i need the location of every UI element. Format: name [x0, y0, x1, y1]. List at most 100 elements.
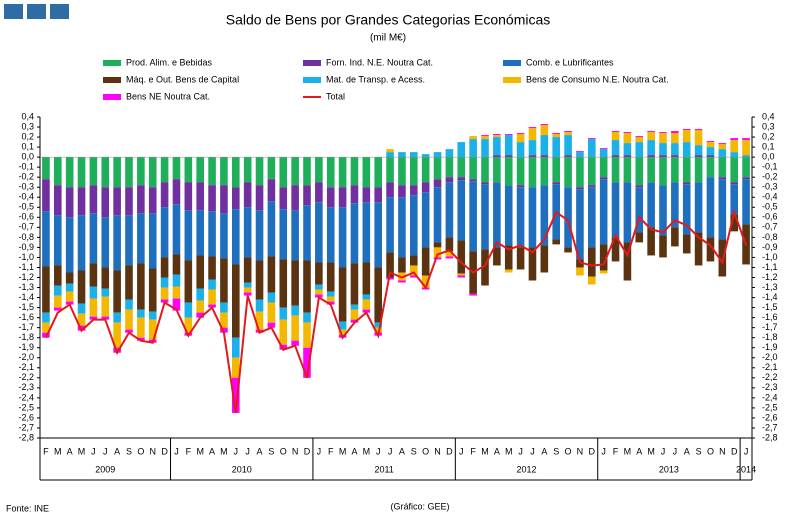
x-tick-label: J [744, 446, 749, 456]
bar-segment [588, 187, 596, 248]
bar-segment [659, 132, 667, 134]
x-tick-label: A [636, 446, 642, 456]
bar-segment [350, 319, 359, 323]
bar-segment [742, 157, 750, 178]
year-label: 2010 [232, 464, 252, 474]
y-tick-label: -0,4 [18, 192, 34, 202]
bar-segment [457, 273, 466, 276]
bar-segment [623, 182, 632, 243]
y2-tick-label: -1,2 [762, 272, 778, 282]
bar-segment [362, 157, 371, 188]
bar-segment [184, 157, 193, 183]
bar-segment [65, 283, 74, 292]
chart-title: Saldo de Bens por Grandes Categorias Eco… [226, 12, 551, 28]
bar-segment [137, 263, 145, 310]
x-tick-label: F [186, 446, 192, 456]
bar-segment [89, 263, 98, 287]
bar-segment [303, 322, 311, 348]
bar-segment [576, 189, 584, 260]
bar-segment [564, 155, 572, 158]
bar-segment [291, 157, 299, 186]
bar-segment [611, 140, 620, 156]
bar-segment [516, 134, 525, 143]
bar-segment [338, 267, 347, 322]
bar-segment [504, 155, 513, 158]
bar-segment [718, 149, 727, 158]
bar-segment [77, 215, 86, 271]
y2-tick-label: -1,8 [762, 332, 778, 342]
bar-segment [552, 157, 560, 183]
bar-segment [362, 309, 371, 313]
bar-segment [279, 344, 288, 350]
bar-segment [599, 157, 608, 178]
bar-segment [326, 296, 335, 302]
y-tick-label: -2,1 [18, 362, 34, 372]
bar-segment [706, 237, 715, 262]
x-tick-label: J [459, 446, 464, 456]
x-tick-label: F [328, 446, 334, 456]
bar-segment [421, 247, 430, 276]
x-tick-label: A [399, 446, 405, 456]
bar-segment [148, 319, 157, 340]
bar-segment [220, 258, 228, 303]
bar-segment [671, 227, 679, 247]
bar-segment [267, 322, 276, 328]
bar-segment [718, 179, 727, 240]
x-tick-label: J [661, 446, 666, 456]
bar-segment [137, 309, 145, 318]
bar-segment [303, 260, 311, 313]
bar-segment [172, 157, 181, 180]
bar-segment [623, 133, 632, 144]
bar-segment [540, 157, 549, 186]
y2-tick-label: -0,7 [762, 222, 778, 232]
bar-segment [635, 136, 644, 138]
bar-segment [255, 299, 264, 312]
x-tick-label: S [126, 446, 132, 456]
y2-tick-label: -0,6 [762, 212, 778, 222]
y2-tick-label: -1,6 [762, 312, 778, 322]
bar-segment [303, 347, 311, 378]
bar-segment [730, 182, 738, 185]
y-tick-label: -2,6 [18, 412, 34, 422]
source: Fonte: INE [6, 503, 49, 513]
bar-segment [232, 209, 240, 265]
x-tick-label: J [518, 446, 523, 456]
y2-tick-label: -0,9 [762, 242, 778, 252]
bar-segment [338, 157, 347, 188]
x-tick-label: M [196, 446, 204, 456]
bar-segment [220, 312, 228, 328]
x-tick-label: F [470, 446, 476, 456]
y-tick-label: 0,3 [21, 121, 34, 131]
bar-segment [493, 157, 501, 183]
bar-segment [516, 247, 525, 270]
bar-segment [374, 267, 382, 323]
bar-segment [718, 177, 727, 180]
bar-segment [315, 182, 323, 203]
bar-segment [350, 304, 359, 310]
bar-segment [659, 143, 667, 156]
bar-segment [504, 157, 513, 186]
bar-segment [611, 132, 620, 141]
bar-segment [682, 157, 691, 183]
bar-segment [457, 177, 466, 181]
y2-tick-label: -1,3 [762, 282, 778, 292]
bar-segment [433, 179, 442, 188]
bar-segment [196, 312, 204, 318]
bar-segment [137, 337, 145, 341]
y-tick-label: -0,1 [18, 162, 34, 172]
bar-segment [326, 157, 335, 188]
bar-segment [54, 215, 62, 266]
bar-segment [137, 157, 145, 186]
bar-segment [232, 264, 240, 338]
bar-segment [374, 157, 382, 188]
bar-segment [588, 139, 596, 158]
x-tick-label: N [434, 446, 441, 456]
x-tick-label: A [114, 446, 120, 456]
y-tick-label: -1,1 [18, 262, 34, 272]
x-tick-label: D [446, 446, 453, 456]
bar-segment [398, 197, 406, 258]
bar-segment [730, 157, 738, 183]
year-label: 2013 [659, 464, 679, 474]
bar-segment [659, 155, 667, 158]
bar-segment [599, 149, 608, 158]
